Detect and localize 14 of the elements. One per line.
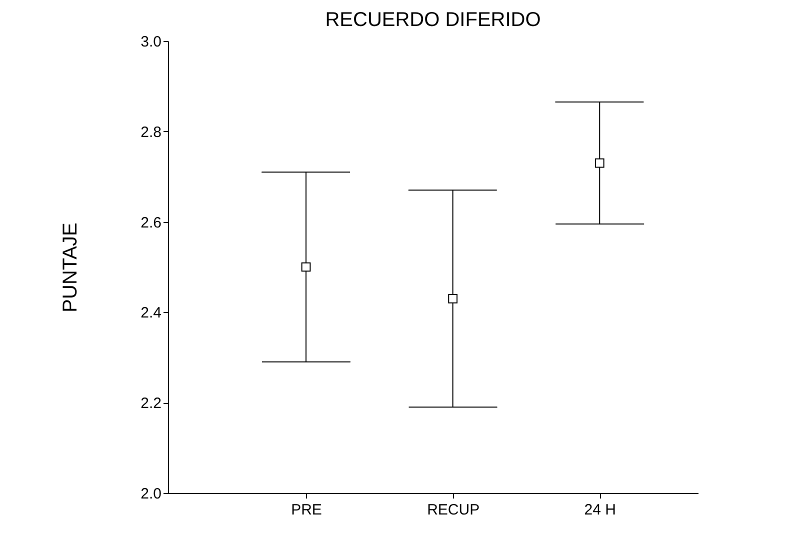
point <box>301 262 311 272</box>
y-axis-title: PUNTAJE <box>60 222 82 312</box>
y-tick-label: 2.8 <box>140 124 162 141</box>
y-tick-label: 2.6 <box>140 214 162 232</box>
point <box>594 158 604 168</box>
y-tick-label: 2.4 <box>140 304 162 322</box>
y-tick-label: 2.2 <box>140 395 162 412</box>
x-tick-label: 24 H <box>584 502 616 518</box>
x-tick-label: RECUP <box>427 502 480 518</box>
x-tick-label: PRE <box>291 502 322 518</box>
point <box>448 294 458 304</box>
y-tick-label: 2.0 <box>140 486 162 502</box>
y-tick-label: 3.0 <box>140 34 162 50</box>
chart-title: RECUERDO DIFERIDO <box>325 9 541 31</box>
